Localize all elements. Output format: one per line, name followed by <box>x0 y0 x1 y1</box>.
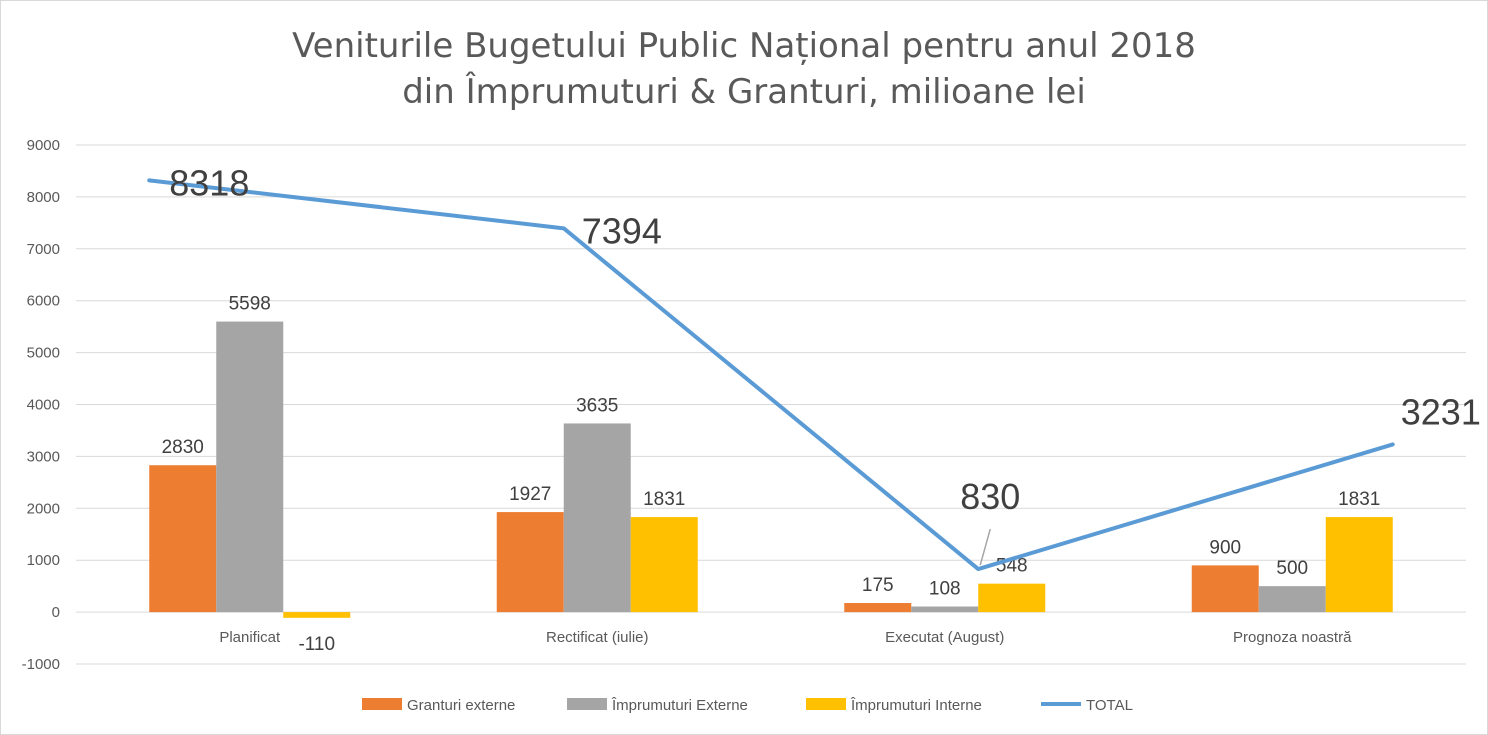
bar-imprumuturi-interne-executat-august <box>978 583 1046 613</box>
y-tick-label-5000: 5000 <box>27 345 60 362</box>
chart-title-line-1: Veniturile Bugetului Public Național pen… <box>292 26 1196 66</box>
legend-label-total: TOTAL <box>1086 697 1133 714</box>
chart-title-line-2: din Împrumuturi & Granturi, milioane lei <box>402 72 1086 112</box>
y-tick-label-6000: 6000 <box>27 293 60 310</box>
chart-title: Veniturile Bugetului Public Național pen… <box>1 23 1487 115</box>
x-tick-label-planificat: Planificat <box>219 629 281 646</box>
y-tick-label-7000: 7000 <box>27 241 60 258</box>
x-tick-label-rectificat-iulie: Rectificat (iulie) <box>546 629 649 646</box>
data-label-imprumuturi-externe-planificat: 5598 <box>229 294 271 315</box>
legend-label-granturi-externe: Granturi externe <box>407 697 515 714</box>
y-tick-label-3000: 3000 <box>27 448 60 465</box>
bar-granturi-externe-prognoza-noastra <box>1191 565 1259 613</box>
bar-imprumuturi-interne-rectificat-iulie <box>630 517 698 613</box>
data-label-total-prognoza-noastra: 3231 <box>1401 391 1481 432</box>
y-tick-label-8000: 8000 <box>27 189 60 206</box>
data-label-total-rectificat-iulie: 7394 <box>582 210 662 251</box>
bar-imprumuturi-interne-planificat <box>283 612 351 618</box>
bar-granturi-externe-rectificat-iulie <box>496 512 564 613</box>
bar-imprumuturi-interne-prognoza-noastra <box>1325 517 1393 613</box>
data-label-total-executat-august: 830 <box>960 476 1020 517</box>
x-tick-label-prognoza-noastra: Prognoza noastră <box>1233 629 1352 646</box>
data-label-imprumuturi-interne-prognoza-noastra: 1831 <box>1338 489 1380 510</box>
legend-swatch-granturi-externe <box>362 698 402 710</box>
series-line-total <box>147 178 1395 572</box>
bar-imprumuturi-externe-executat-august <box>911 606 979 613</box>
data-label-granturi-externe-rectificat-iulie: 1927 <box>509 484 551 505</box>
y-tick-label-9000: 9000 <box>27 137 60 154</box>
data-label-granturi-externe-executat-august: 175 <box>862 575 894 596</box>
legend-label-imprumuturi-interne: Împrumuturi Interne <box>850 697 982 714</box>
data-label-imprumuturi-interne-rectificat-iulie: 1831 <box>643 489 685 510</box>
data-label-imprumuturi-interne-planificat: -110 <box>298 634 335 655</box>
y-tick-label-0: 0 <box>52 604 60 621</box>
data-label-imprumuturi-externe-rectificat-iulie: 3635 <box>576 395 618 416</box>
bar-imprumuturi-externe-prognoza-noastra <box>1258 586 1326 613</box>
x-tick-label-executat-august: Executat (August) <box>885 629 1004 646</box>
bar-imprumuturi-externe-planificat <box>216 321 284 613</box>
legend-swatch-imprumuturi-externe <box>567 698 607 710</box>
bar-granturi-externe-planificat <box>149 465 217 613</box>
y-tick-label-2000: 2000 <box>27 500 60 517</box>
data-label-total-planificat: 8318 <box>169 162 249 203</box>
bar-imprumuturi-externe-rectificat-iulie <box>563 423 631 613</box>
legend-swatch-imprumuturi-interne <box>806 698 846 710</box>
leader-line-total-executat-august <box>979 528 991 566</box>
data-label-imprumuturi-externe-executat-august: 108 <box>929 578 961 599</box>
legend-label-imprumuturi-externe: Împrumuturi Externe <box>611 697 748 714</box>
y-tick-label-4000: 4000 <box>27 397 60 414</box>
data-label-granturi-externe-prognoza-noastra: 900 <box>1209 537 1241 558</box>
data-label-granturi-externe-planificat: 2830 <box>162 437 204 458</box>
y-tick-label--1000: -1000 <box>22 656 60 673</box>
bar-granturi-externe-executat-august <box>844 603 912 613</box>
data-label-imprumuturi-externe-prognoza-noastra: 500 <box>1276 558 1308 579</box>
y-tick-label-1000: 1000 <box>27 552 60 569</box>
